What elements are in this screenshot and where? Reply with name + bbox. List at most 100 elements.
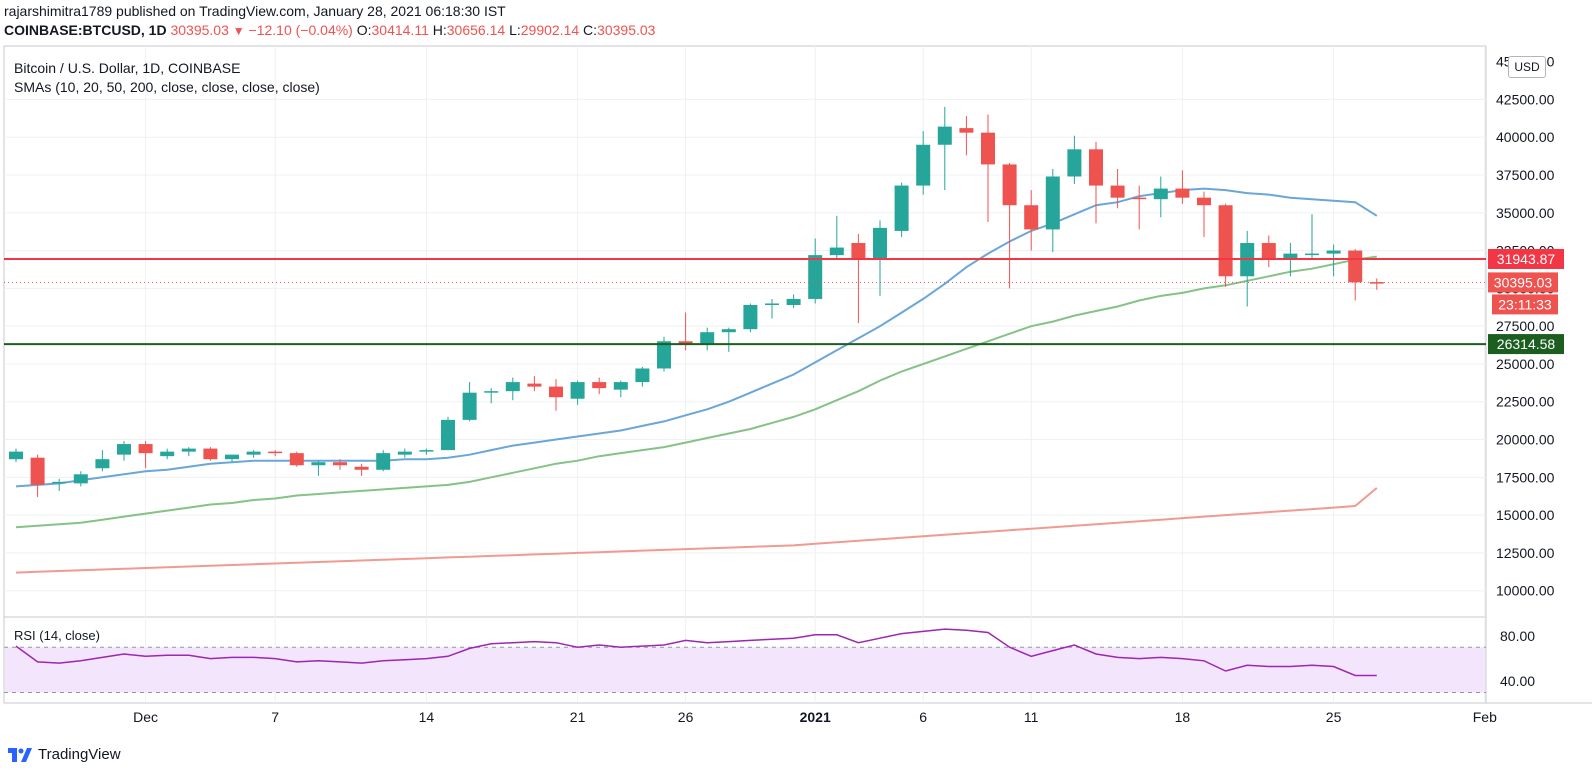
candle-body (765, 303, 779, 305)
candle-body (117, 444, 131, 455)
candle-body (592, 382, 607, 389)
y-tick-label: 27500.00 (1496, 318, 1555, 334)
candle (181, 447, 196, 457)
symbol-label: COINBASE:BTCUSD, 1D (4, 22, 167, 38)
candle-body (1261, 243, 1276, 259)
candle (916, 131, 931, 195)
candle-body (311, 462, 326, 466)
y-tick-label: 17500.00 (1496, 469, 1555, 485)
countdown-label: 23:11:33 (1498, 296, 1552, 312)
candle (894, 182, 909, 237)
candle (1045, 168, 1060, 253)
low-label: L: (509, 22, 521, 38)
candle (73, 471, 88, 487)
candle-body (505, 382, 520, 392)
candle (937, 106, 952, 191)
candle-body (1110, 185, 1125, 198)
x-tick-label: 21 (570, 709, 586, 725)
x-tick-label: 11 (1024, 709, 1039, 725)
candle-body (916, 144, 931, 186)
candle (289, 451, 304, 467)
x-tick-label: Feb (1473, 709, 1497, 725)
candle (657, 336, 671, 372)
last-price: 30395.03 (170, 22, 229, 38)
rsi-line (15, 628, 1377, 677)
candle-body (657, 341, 671, 369)
candle (9, 448, 23, 463)
candle-body (1175, 188, 1190, 198)
candle (311, 460, 326, 476)
candle-body (354, 466, 369, 470)
x-tick-label: 6 (919, 709, 927, 725)
candle (397, 448, 412, 458)
publisher-line: rajarshimitra1789 published on TradingVi… (4, 3, 506, 19)
candle (1197, 191, 1211, 237)
resistance-price-label: 31943.87 (1497, 251, 1556, 267)
candle (527, 376, 542, 392)
x-tick-label: 26 (678, 709, 694, 725)
candle (1089, 141, 1103, 224)
candle (484, 388, 499, 404)
resistance-price-tag (1488, 248, 1564, 269)
candle (1348, 249, 1363, 301)
x-tick-label: 7 (271, 709, 279, 725)
candle-body (937, 126, 952, 145)
candle-body (786, 298, 801, 305)
candle (635, 366, 650, 387)
x-tick-label: 2021 (800, 709, 831, 725)
candle-body (981, 132, 995, 165)
candle-body (808, 255, 823, 299)
candle-body (1305, 253, 1319, 256)
high-label: H: (432, 22, 447, 38)
candle (160, 448, 175, 460)
candle-body (246, 451, 261, 455)
tradingview-footer[interactable]: TradingView (8, 746, 121, 763)
candle-body (613, 382, 628, 390)
candle (419, 448, 434, 455)
candle (225, 454, 239, 463)
candle (1110, 168, 1125, 209)
candle (786, 294, 801, 309)
tradingview-brand: TradingView (38, 746, 121, 763)
y-tick-label: 20000.00 (1496, 432, 1555, 448)
candle-body (851, 243, 866, 259)
close-label: C: (583, 22, 598, 38)
plot-frame (3, 45, 1487, 704)
candle (808, 238, 823, 304)
candle (1326, 244, 1341, 277)
candle (981, 114, 995, 222)
candle-body (333, 462, 347, 466)
candle (52, 478, 67, 491)
x-tick-label: 25 (1326, 709, 1342, 725)
sma-line-sma-20 (15, 187, 1378, 488)
rsi-band-fill (5, 647, 1485, 693)
candle (549, 379, 563, 411)
candle (1240, 230, 1255, 307)
candle (268, 450, 283, 457)
candle-body (160, 451, 175, 457)
candle (1218, 203, 1233, 287)
y-tick-label: 25000.00 (1496, 356, 1555, 372)
last-price-tag (1488, 272, 1558, 293)
candle-body (721, 329, 736, 333)
candle (1153, 176, 1168, 218)
candle (1305, 214, 1319, 260)
currency-badge[interactable]: USD (1508, 56, 1546, 78)
candle (95, 450, 110, 472)
sma-legend[interactable]: SMAs (10, 20, 50, 200, close, close, clo… (14, 79, 320, 95)
countdown-tag (1492, 294, 1558, 315)
candle-body (1045, 176, 1060, 230)
candle-body (527, 383, 542, 387)
open-label: O: (356, 22, 372, 38)
candle-body (9, 451, 23, 460)
tradingview-logo-icon (8, 747, 32, 762)
rsi-legend[interactable]: RSI (14, close) (14, 628, 100, 643)
x-tick-label: 14 (419, 709, 435, 725)
candle-body (203, 448, 218, 460)
candle-body (52, 481, 67, 484)
candle-body (570, 382, 585, 399)
support-price-label: 26314.58 (1497, 336, 1556, 352)
y-tick-label: 12500.00 (1496, 545, 1555, 561)
candle (117, 441, 131, 461)
